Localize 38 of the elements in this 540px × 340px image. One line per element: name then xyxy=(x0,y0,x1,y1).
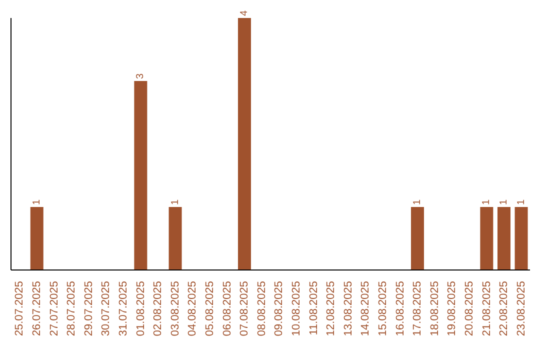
data-label: 1 xyxy=(412,199,423,205)
x-tick-label: 05.08.2025 xyxy=(204,281,216,336)
x-tick-label: 29.07.2025 xyxy=(82,281,95,336)
x-tick-label: 22.08.2025 xyxy=(498,281,510,336)
x-tick-label: 30.07.2025 xyxy=(100,281,112,336)
x-tick-label: 11.08.2025 xyxy=(308,281,320,336)
x-tick-label: 10.08.2025 xyxy=(290,281,302,336)
x-tick-label: 19.08.2025 xyxy=(446,281,458,336)
x-tick-label: 12.08.2025 xyxy=(325,281,338,336)
x-tick-label: 16.08.2025 xyxy=(394,281,406,336)
x-tick-label: 27.07.2025 xyxy=(48,281,60,336)
x-tick-label: 09.08.2025 xyxy=(273,281,286,336)
x-tick-label: 28.07.2025 xyxy=(66,281,78,336)
x-tick-label: 25.07.2025 xyxy=(14,281,26,336)
x-tick-label: 14.08.2025 xyxy=(360,281,372,336)
x-tick-label: 20.08.2025 xyxy=(463,281,476,336)
x-tick-label: 03.08.2025 xyxy=(169,281,182,336)
data-label: 1 xyxy=(498,199,510,205)
x-tick-label: 08.08.2025 xyxy=(256,281,268,336)
data-label: 1 xyxy=(481,199,492,205)
data-label: 4 xyxy=(238,10,250,16)
x-tick-label: 21.08.2025 xyxy=(480,281,493,336)
x-tick-label: 13.08.2025 xyxy=(342,281,354,336)
x-tick-label: 17.08.2025 xyxy=(412,281,424,336)
data-label: 1 xyxy=(31,199,42,205)
data-label: 1 xyxy=(516,199,527,205)
data-label: 3 xyxy=(135,73,146,79)
x-tick-label: 31.07.2025 xyxy=(117,281,130,336)
x-tick-label: 06.08.2025 xyxy=(221,281,234,336)
x-tick-label: 15.08.2025 xyxy=(376,281,389,336)
x-tick-label: 26.07.2025 xyxy=(30,281,43,336)
x-tick-label: 07.08.2025 xyxy=(238,281,251,336)
x-tick-label: 02.08.2025 xyxy=(152,281,164,336)
data-label: 1 xyxy=(170,199,181,205)
x-tick-label: 23.08.2025 xyxy=(515,281,528,336)
x-tick-label: 18.08.2025 xyxy=(428,281,441,336)
x-tick-label: 04.08.2025 xyxy=(186,281,199,336)
x-tick-label: 01.08.2025 xyxy=(134,281,147,336)
